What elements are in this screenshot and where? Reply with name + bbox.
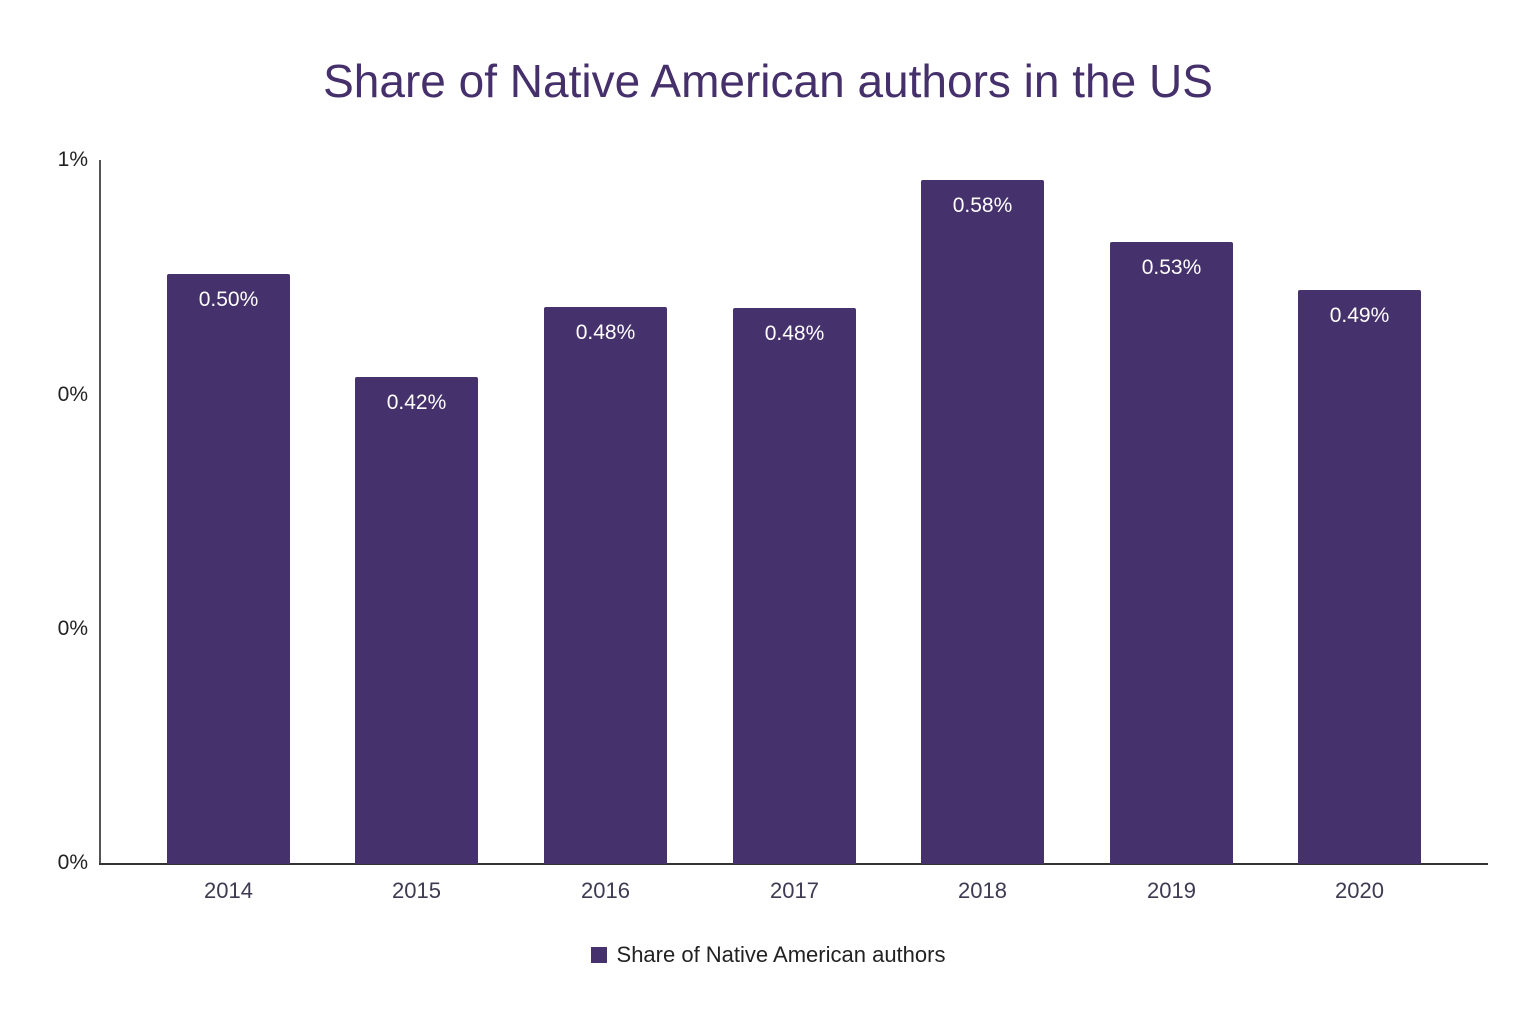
legend: Share of Native American authors bbox=[0, 942, 1536, 968]
y-tick-label: 1% bbox=[57, 148, 88, 171]
y-axis bbox=[99, 160, 101, 865]
bar-2015: 0.42% bbox=[355, 377, 478, 864]
bar-2018: 0.58% bbox=[921, 180, 1044, 864]
chart-title: Share of Native American authors in the … bbox=[323, 55, 1213, 107]
data-label: 0.50% bbox=[198, 288, 259, 311]
x-tick-label: 2020 bbox=[1335, 878, 1384, 903]
data-label: 0.48% bbox=[764, 322, 825, 345]
data-label: 0.53% bbox=[1141, 256, 1202, 279]
x-axis bbox=[99, 863, 1488, 865]
legend-swatch-icon bbox=[590, 947, 607, 963]
x-tick-label: 2016 bbox=[581, 878, 630, 903]
x-tick-label: 2017 bbox=[770, 878, 819, 903]
x-tick-label: 2018 bbox=[958, 878, 1007, 903]
x-tick-label: 2019 bbox=[1147, 878, 1196, 903]
data-label: 0.48% bbox=[575, 321, 636, 344]
legend-label: Share of Native American authors bbox=[616, 942, 946, 967]
y-tick-label: 0% bbox=[57, 851, 88, 874]
bar-2019: 0.53% bbox=[1110, 242, 1233, 864]
bar-2020: 0.49% bbox=[1298, 290, 1421, 864]
data-label: 0.49% bbox=[1329, 304, 1390, 327]
x-tick-label: 2015 bbox=[392, 878, 441, 903]
x-tick-label: 2014 bbox=[204, 878, 253, 903]
data-label: 0.42% bbox=[386, 391, 447, 414]
bar-2014: 0.50% bbox=[167, 274, 290, 864]
y-tick-label: 0% bbox=[57, 383, 88, 406]
y-tick-label: 0% bbox=[57, 617, 88, 640]
data-label: 0.58% bbox=[952, 194, 1013, 217]
bar-2017: 0.48% bbox=[733, 308, 856, 864]
bar-2016: 0.48% bbox=[544, 307, 667, 864]
